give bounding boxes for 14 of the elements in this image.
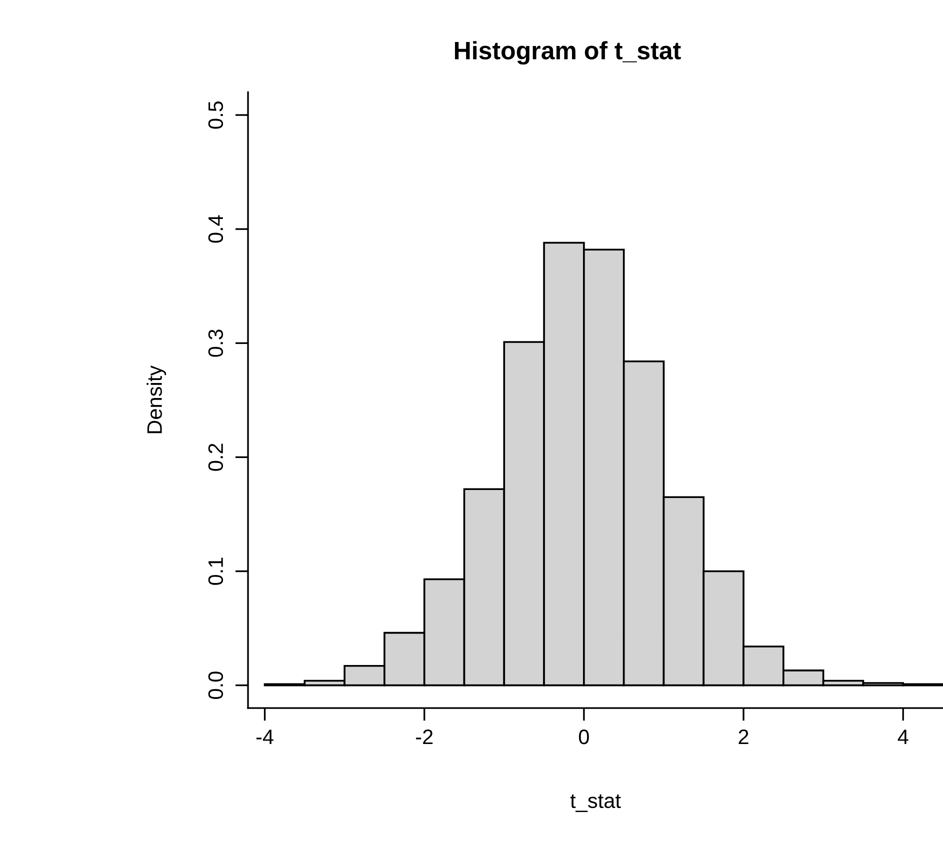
x-tick-label: 0 [578,729,589,744]
y-tick-label: 0.5 [208,101,224,129]
x-tick-label: -4 [256,730,274,744]
y-tick-label: 0.1 [208,558,224,585]
chart-title: Histogram of t_stat [454,41,681,65]
y-tick-label: 0.2 [208,444,224,471]
x-axis-title: t_stat [570,794,621,812]
x-tick-label: 4 [898,730,908,744]
x-tick-label: -2 [416,729,433,744]
y-tick-label: 0.4 [208,215,224,243]
y-tick-label: 0.3 [208,330,224,357]
y-axis-title: Density [146,365,166,434]
x-tick-label: 2 [738,729,748,744]
y-tick-label: 0.0 [208,672,224,699]
